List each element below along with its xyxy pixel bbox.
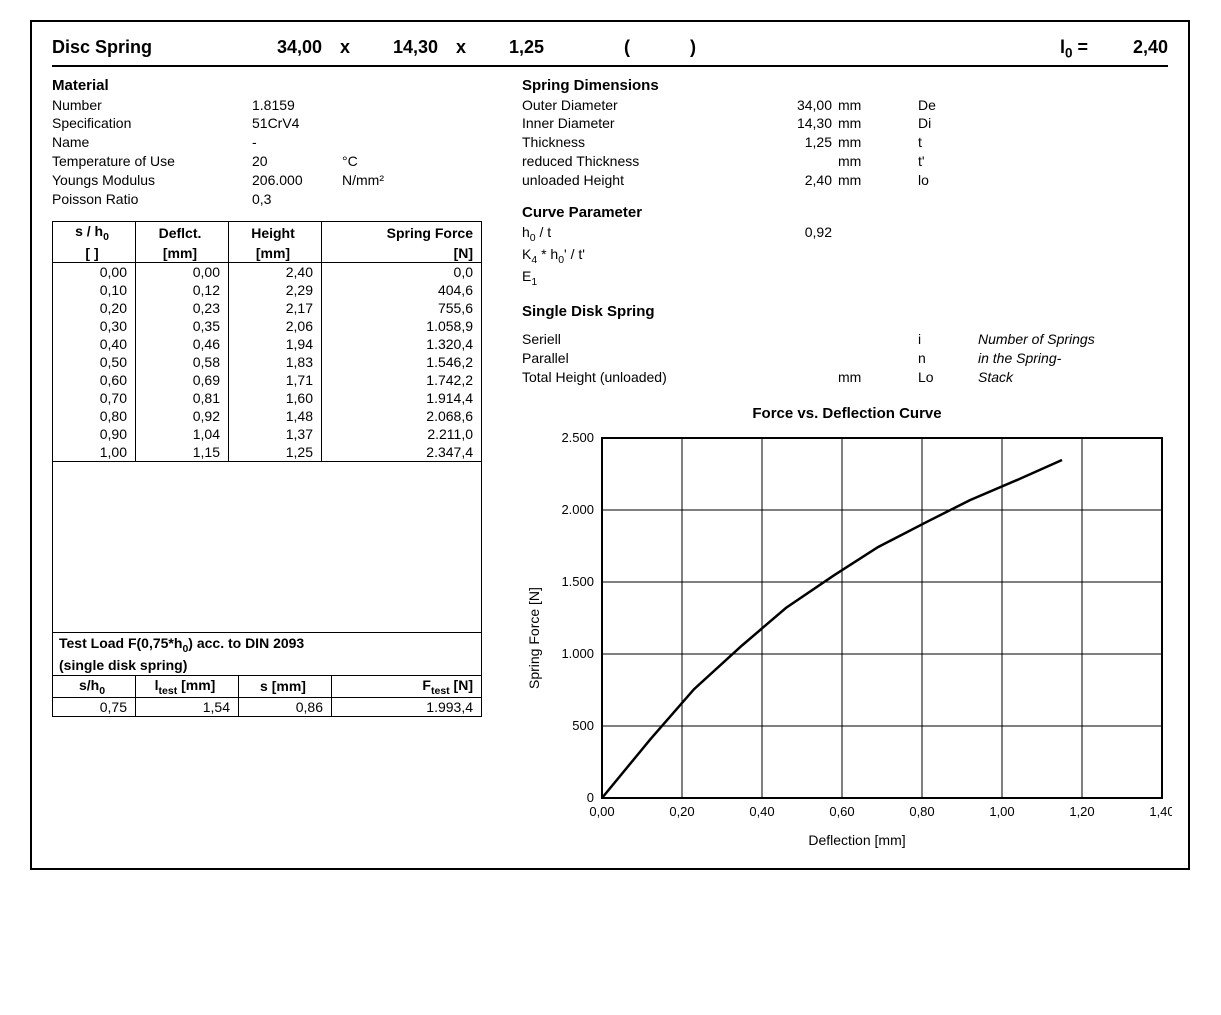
dimension-row: Thickness1,25mmt [522, 133, 1172, 152]
single-disk-row: SerielliNumber of Springs [522, 330, 1172, 349]
table-row: 0,100,122,29404,6 [53, 281, 482, 299]
material-row: Specification51CrV4 [52, 114, 482, 133]
material-title: Material [52, 77, 482, 94]
svg-text:0,20: 0,20 [669, 804, 694, 819]
svg-text:0,60: 0,60 [829, 804, 854, 819]
table-row: 0,200,232,17755,6 [53, 299, 482, 317]
curve-param-row: E1 [522, 267, 1172, 289]
dimension-row: reduced Thicknessmmt' [522, 152, 1172, 171]
paren-open: ( [544, 37, 660, 58]
dim-di: 14,30 [368, 37, 438, 58]
single-disk-title: Single Disk Spring [522, 303, 1172, 320]
svg-text:1,40: 1,40 [1149, 804, 1172, 819]
test-load-box: Test Load F(0,75*h0) acc. to DIN 2093 (s… [52, 633, 482, 718]
left-column: Material Number1.8159Specification51CrV4… [52, 73, 482, 848]
table-row: 0,400,461,941.320,4 [53, 335, 482, 353]
chart-ylabel: Spring Force [N] [522, 428, 542, 848]
test-load-table: s/h0ltest [mm]s [mm]Ftest [N] 0,751,540,… [53, 675, 481, 717]
test-load-subtitle: (single disk spring) [53, 657, 481, 675]
table-row: 0,700,811,601.914,4 [53, 389, 482, 407]
table-row: 0,901,041,372.211,0 [53, 425, 482, 443]
deflection-table: s / h0Deflct.HeightSpring Force [ ][mm][… [52, 221, 482, 462]
svg-text:0,00: 0,00 [589, 804, 614, 819]
chart-wrap: Spring Force [N] 0,00 0,20 0,40 0,60 0,80 1,0… [522, 428, 1172, 848]
curve-param-row: K4 * h0' / t' [522, 245, 1172, 267]
material-row: Poisson Ratio0,3 [52, 190, 482, 209]
table-row: 0,600,691,711.742,2 [53, 371, 482, 389]
chart-xlabel: Deflection [mm] [542, 832, 1172, 848]
table-row: 0,300,352,061.058,9 [53, 317, 482, 335]
svg-text:1.000: 1.000 [561, 646, 594, 661]
material-row: Temperature of Use20°C [52, 152, 482, 171]
dimension-row: unloaded Height2,40mmlo [522, 171, 1172, 190]
chart-title: Force vs. Deflection Curve [522, 405, 1172, 422]
table-row: 0,000,002,400,0 [53, 262, 482, 281]
svg-text:2.500: 2.500 [561, 430, 594, 445]
svg-text:0: 0 [587, 790, 594, 805]
test-load-title: Test Load F(0,75*h0) acc. to DIN 2093 [53, 633, 481, 657]
l0-label: l0 = [1060, 37, 1088, 61]
dim-t: 1,25 [484, 37, 544, 58]
svg-text:1,00: 1,00 [989, 804, 1014, 819]
dimension-row: Outer Diameter34,00mmDe [522, 96, 1172, 115]
title: Disc Spring [52, 37, 252, 58]
sep-2: x [438, 37, 484, 58]
dimension-row: Inner Diameter14,30mmDi [522, 114, 1172, 133]
table-row: 0,500,581,831.546,2 [53, 353, 482, 371]
l0-value: 2,40 [1088, 37, 1168, 58]
sep-1: x [322, 37, 368, 58]
svg-text:0,40: 0,40 [749, 804, 774, 819]
page: Disc Spring 34,00 x 14,30 x 1,25 ( ) l0 … [30, 20, 1190, 870]
right-column: Spring Dimensions Outer Diameter34,00mmD… [522, 73, 1172, 848]
curve-param-row: h0 / t0,92 [522, 223, 1172, 245]
dimensions-title: Spring Dimensions [522, 77, 1172, 94]
svg-text:0,80: 0,80 [909, 804, 934, 819]
svg-text:1.500: 1.500 [561, 574, 594, 589]
material-row: Name- [52, 133, 482, 152]
single-disk-row: Total Height (unloaded)mmLoStack [522, 368, 1172, 387]
svg-text:500: 500 [572, 718, 594, 733]
svg-text:1,20: 1,20 [1069, 804, 1094, 819]
table-row: 0,800,921,482.068,6 [53, 407, 482, 425]
material-row: Number1.8159 [52, 96, 482, 115]
chart-svg: 0,00 0,20 0,40 0,60 0,80 1,00 1,20 1,40 0 500 1.00… [542, 428, 1172, 828]
svg-text:2.000: 2.000 [561, 502, 594, 517]
single-disk-row: Parallelnin the Spring- [522, 349, 1172, 368]
paren-close: ) [660, 37, 726, 58]
empty-box [52, 462, 482, 633]
curve-param-title: Curve Parameter [522, 204, 1172, 221]
header-row: Disc Spring 34,00 x 14,30 x 1,25 ( ) l0 … [52, 37, 1168, 67]
dim-de: 34,00 [252, 37, 322, 58]
material-row: Youngs Modulus206.000N/mm² [52, 171, 482, 190]
table-row: 1,001,151,252.347,4 [53, 443, 482, 462]
